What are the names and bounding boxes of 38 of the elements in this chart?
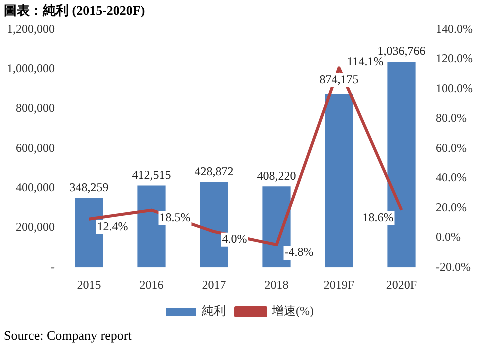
y-tick-label: 1,000,000 xyxy=(7,61,55,76)
y-tick-label: 600,000 xyxy=(16,140,55,155)
data-label: 114.1% xyxy=(347,54,384,68)
x-tick-label: 2016 xyxy=(140,278,164,292)
data-label: 408,220 xyxy=(257,168,296,183)
bar xyxy=(325,94,354,268)
y-tick-label: 400,000 xyxy=(16,180,55,194)
legend-label: 增速(%) xyxy=(271,304,314,318)
data-label: 18.6% xyxy=(362,210,394,224)
legend-label: 純利 xyxy=(202,304,226,318)
y2-tick-label: 120.0% xyxy=(436,52,474,66)
source-note: Source: Company report xyxy=(3,328,133,344)
y-tick-label: 200,000 xyxy=(16,220,55,234)
y2-tick-label: 100.0% xyxy=(436,81,474,96)
data-label: 428,872 xyxy=(194,164,234,179)
y-tick-label: 1,200,000 xyxy=(7,22,55,36)
data-label: 12.4% xyxy=(97,220,128,234)
y-tick-label: - xyxy=(51,260,55,274)
chart-title: 圖表：純利 (2015-2020F) xyxy=(4,3,146,18)
x-tick-label: 2018 xyxy=(264,278,289,292)
data-label: 348,259 xyxy=(70,180,109,195)
data-label: -4.8% xyxy=(284,245,314,260)
data-label: 874,175 xyxy=(320,72,359,86)
x-tick-label: 2019F xyxy=(324,278,355,292)
data-label: 412,515 xyxy=(132,168,172,182)
y2-tick-label: 140.0% xyxy=(436,22,474,36)
y2-tick-label: 40.0% xyxy=(436,170,468,185)
y2-tick-label: -20.0% xyxy=(436,260,472,274)
x-tick-label: 2020F xyxy=(386,278,418,292)
data-label: 4.0% xyxy=(222,232,248,246)
x-tick-label: 2017 xyxy=(202,278,226,292)
y2-tick-label: 60.0% xyxy=(436,140,468,155)
y2-tick-label: 0.0% xyxy=(436,230,462,244)
y-tick-label: 800,000 xyxy=(16,101,55,116)
data-label: 18.5% xyxy=(160,210,191,224)
x-tick-label: 2015 xyxy=(77,278,102,292)
y2-tick-label: 80.0% xyxy=(436,111,468,126)
y2-tick-label: 20.0% xyxy=(436,200,468,214)
